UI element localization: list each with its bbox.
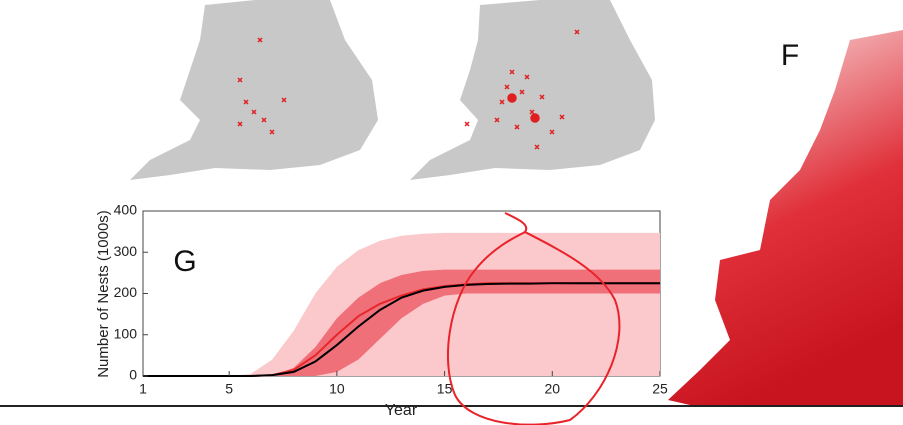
- panel-label: G: [173, 245, 196, 278]
- map-markers: [237, 37, 287, 135]
- map: [668, 30, 903, 405]
- y-tick-label: 200: [114, 284, 138, 300]
- map: [410, 0, 655, 180]
- map: [130, 0, 378, 180]
- x-axis-label: Year: [385, 402, 418, 419]
- y-tick-label: 100: [114, 325, 138, 341]
- hand-drawn-circle: [446, 212, 621, 425]
- y-tick-label: 0: [129, 367, 137, 383]
- x-tick-label: 1: [139, 381, 147, 397]
- x-tick-label: 5: [225, 381, 233, 397]
- x-tick-label: 15: [437, 381, 453, 397]
- x-tick-label: 25: [652, 381, 668, 397]
- panel-label: F: [781, 39, 799, 72]
- map-markers: [464, 29, 580, 150]
- y-tick-label: 400: [114, 202, 138, 218]
- x-tick-label: 10: [329, 381, 345, 397]
- band: [143, 269, 660, 376]
- y-tick-label: 300: [114, 243, 138, 259]
- x-tick-label: 20: [545, 381, 561, 397]
- y-axis-label: Number of Nests (1000s): [95, 210, 112, 378]
